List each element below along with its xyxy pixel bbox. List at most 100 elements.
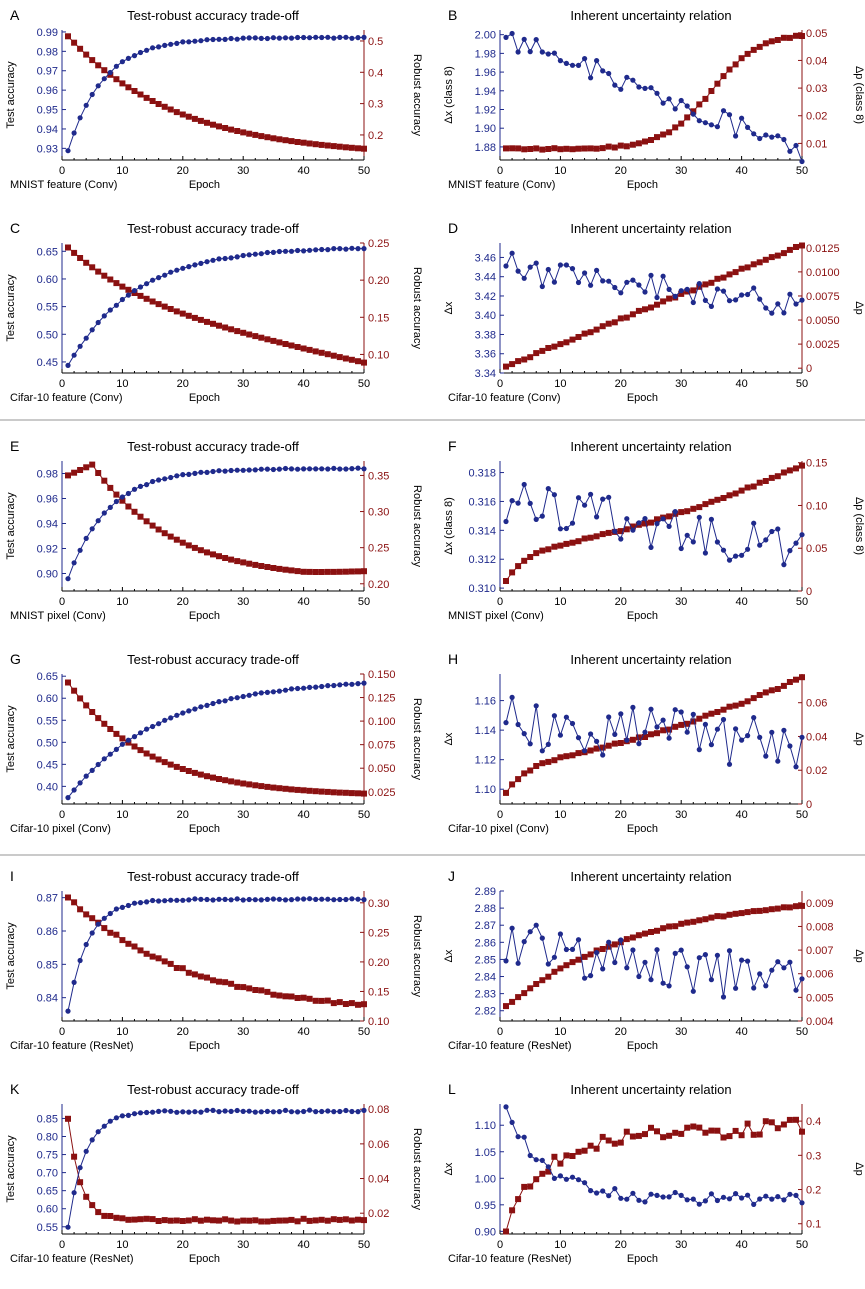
y-right-tick-label: 0.3	[806, 1150, 821, 1162]
point-right	[545, 973, 552, 980]
point-left	[337, 682, 343, 688]
point-left	[204, 37, 210, 43]
point-left	[234, 896, 240, 902]
point-right	[696, 283, 703, 290]
panel-title: Inherent uncertainty relation	[570, 869, 731, 884]
y-left-label: Test accuracy	[5, 705, 17, 773]
y-left-tick-label: 0.45	[37, 759, 58, 771]
point-left	[125, 292, 131, 298]
point-left	[282, 35, 289, 41]
point-left	[107, 1118, 113, 1124]
point-left	[325, 247, 331, 253]
panel-letter: J	[448, 868, 455, 884]
x-tick-label: 40	[297, 1239, 309, 1251]
point-right	[635, 140, 642, 147]
point-right	[786, 246, 793, 253]
point-left	[726, 761, 733, 767]
point-left	[313, 1109, 319, 1115]
y-left-tick-label: 1.14	[475, 725, 496, 737]
point-left	[125, 902, 131, 909]
point-left	[618, 937, 624, 943]
point-left	[234, 36, 240, 42]
y-right-tick-label: 0.5	[368, 36, 383, 48]
point-left	[733, 553, 739, 559]
point-left	[307, 247, 313, 253]
x-axis-label: Epoch	[627, 823, 658, 835]
point-right	[690, 918, 697, 925]
y-right-label: Δp	[853, 301, 865, 314]
point-left	[618, 86, 624, 92]
point-right	[744, 1120, 751, 1127]
y-left-tick-label: 0.55	[37, 302, 58, 314]
point-left	[702, 1198, 709, 1204]
point-left	[702, 952, 709, 958]
point-right	[361, 145, 367, 152]
point-left	[343, 246, 349, 252]
y-right-tick-label: 0.2	[806, 1185, 821, 1197]
point-left	[186, 708, 192, 714]
point-left	[325, 683, 331, 689]
x-tick-label: 40	[297, 165, 309, 177]
point-right	[234, 983, 241, 990]
point-left	[594, 58, 600, 64]
point-left	[180, 897, 186, 903]
point-right	[587, 145, 594, 152]
point-left	[144, 899, 150, 905]
x-axis-label: Epoch	[189, 610, 220, 622]
point-right	[185, 312, 192, 319]
point-right	[155, 526, 162, 533]
point-left	[107, 504, 113, 510]
point-left	[503, 518, 509, 525]
point-left	[612, 82, 618, 88]
y-left-tick-label: 1.00	[475, 1173, 496, 1185]
point-right	[774, 37, 781, 43]
y-left-tick-label: 3.38	[475, 329, 496, 341]
point-left	[763, 305, 769, 311]
y-left-tick-label: 1.05	[475, 1147, 496, 1159]
point-right	[197, 771, 204, 778]
point-right	[696, 101, 703, 108]
point-left	[89, 526, 95, 532]
point-right	[210, 551, 216, 558]
point-right	[83, 259, 90, 266]
point-right	[750, 908, 757, 915]
x-axis-label: Epoch	[189, 392, 220, 404]
point-right	[288, 1216, 295, 1223]
point-left	[678, 947, 684, 953]
point-right	[732, 910, 739, 917]
point-left	[258, 35, 264, 42]
y-right-tick-label: 0.02	[368, 1208, 389, 1220]
y-right-label: Robust accuracy	[411, 698, 423, 780]
point-left	[515, 960, 521, 966]
point-right	[348, 144, 355, 151]
point-left	[509, 694, 515, 701]
point-right	[348, 356, 355, 363]
point-left	[192, 706, 198, 712]
point-left	[594, 950, 600, 956]
point-right	[234, 1218, 241, 1225]
panel-title: Inherent uncertainty relation	[570, 221, 731, 236]
point-right	[77, 45, 84, 52]
y-left-label: Δx (class 8)	[443, 66, 455, 123]
series-line-left	[505, 924, 803, 998]
point-left	[343, 681, 349, 687]
point-left	[503, 263, 509, 269]
point-left	[793, 1192, 799, 1198]
point-right	[318, 569, 325, 575]
point-right	[71, 469, 78, 476]
point-right	[336, 143, 343, 150]
point-right	[252, 782, 259, 789]
point-left	[624, 1196, 630, 1202]
point-right	[107, 484, 114, 491]
y-left-tick-label: 0.85	[37, 1113, 58, 1125]
point-left	[563, 1176, 570, 1182]
point-right	[89, 264, 96, 271]
point-right	[587, 951, 594, 958]
point-left	[588, 731, 594, 737]
point-left	[515, 500, 521, 506]
point-right	[726, 271, 733, 278]
point-right	[593, 533, 600, 540]
point-left	[569, 520, 576, 526]
point-left	[113, 498, 119, 505]
point-left	[521, 481, 527, 488]
